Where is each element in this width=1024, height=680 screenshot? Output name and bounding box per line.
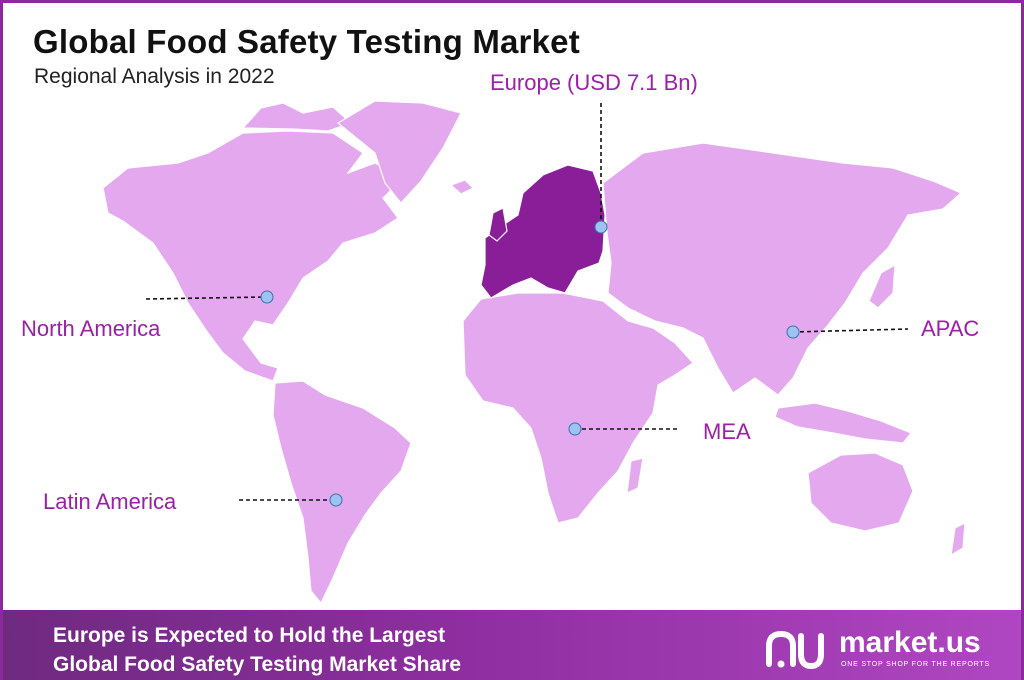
north-america-leader xyxy=(145,296,266,300)
footer-banner: Europe is Expected to Hold the Largest G… xyxy=(3,610,1021,680)
footer-line-1: Europe is Expected to Hold the Largest xyxy=(53,624,446,647)
new-zealand-shape xyxy=(950,521,966,557)
page-title: Global Food Safety Testing Market xyxy=(33,23,580,60)
australia-shape xyxy=(807,452,914,532)
footer-line-2: Global Food Safety Testing Market Share xyxy=(53,653,462,676)
region-label-apac: APAC xyxy=(921,316,980,341)
page-subtitle: Regional Analysis in 2022 xyxy=(34,65,275,88)
logo-name: market.us xyxy=(839,626,981,659)
europe-marker xyxy=(594,220,608,234)
arctic-islands-shape xyxy=(241,102,353,132)
latin-america-shape xyxy=(272,380,412,605)
brand-logo: market.us ONE STOP SHOP FOR THE REPORTS xyxy=(763,624,1003,674)
mea-shape xyxy=(462,292,694,524)
north-america-marker xyxy=(260,290,274,304)
footer-message: Europe is Expected to Hold the Largest G… xyxy=(53,621,461,679)
logo-tagline: ONE STOP SHOP FOR THE REPORTS xyxy=(841,661,990,668)
region-label-latin-america: Latin America xyxy=(43,489,177,514)
region-label-north-america: North America xyxy=(21,316,161,341)
region-label-europe: Europe (USD 7.1 Bn) xyxy=(490,70,698,95)
apac-shape xyxy=(602,142,963,396)
madagascar-shape xyxy=(626,457,644,494)
iceland-shape xyxy=(449,179,475,195)
sea-islands-shape xyxy=(774,402,912,444)
uk-shape xyxy=(488,207,508,242)
apac-marker xyxy=(786,325,800,339)
market-us-logo-icon xyxy=(766,630,824,670)
north-america-shape xyxy=(102,130,404,382)
region-label-mea: MEA xyxy=(703,419,751,444)
europe-shape xyxy=(480,164,606,299)
latin-america-marker xyxy=(329,493,343,507)
world-map xyxy=(102,100,966,605)
greenland-shape xyxy=(336,100,462,204)
apac-leader xyxy=(792,328,909,333)
japan-shape xyxy=(868,263,896,309)
mea-marker xyxy=(568,422,582,436)
